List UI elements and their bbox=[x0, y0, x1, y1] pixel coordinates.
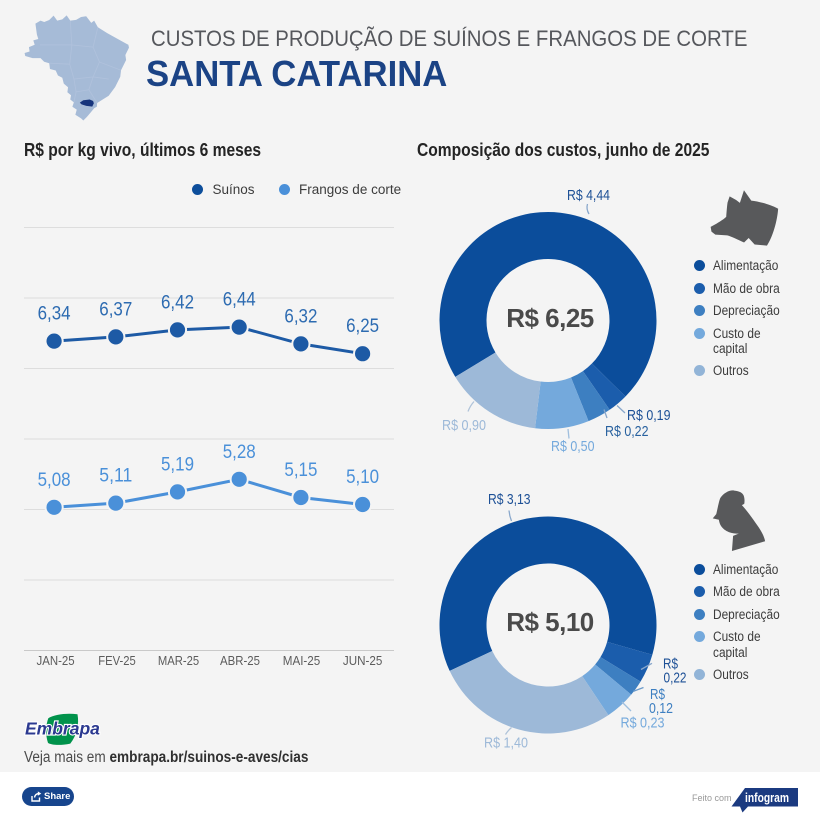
svg-text:R$ 4,44: R$ 4,44 bbox=[567, 187, 610, 204]
svg-text:6,44: 6,44 bbox=[223, 290, 256, 311]
svg-text:5,28: 5,28 bbox=[223, 442, 256, 463]
svg-text:R$ 1,40: R$ 1,40 bbox=[484, 735, 528, 752]
svg-text:0,12: 0,12 bbox=[649, 700, 673, 717]
svg-text:ABR-25: ABR-25 bbox=[220, 653, 260, 668]
svg-text:MAR-25: MAR-25 bbox=[158, 653, 199, 668]
svg-text:5,11: 5,11 bbox=[99, 466, 132, 487]
svg-text:Embrapa: Embrapa bbox=[25, 719, 100, 739]
svg-text:6,37: 6,37 bbox=[99, 299, 132, 320]
svg-text:5,10: 5,10 bbox=[346, 467, 379, 488]
svg-text:0,22: 0,22 bbox=[664, 669, 687, 686]
svg-text:6,25: 6,25 bbox=[346, 316, 379, 337]
svg-text:R$ 0,22: R$ 0,22 bbox=[605, 423, 649, 440]
svg-text:MAI-25: MAI-25 bbox=[283, 653, 321, 668]
svg-text:R$ 0,90: R$ 0,90 bbox=[442, 417, 486, 434]
svg-text:R$ 0,19: R$ 0,19 bbox=[627, 407, 671, 424]
svg-text:R$ 0,23: R$ 0,23 bbox=[621, 715, 665, 732]
svg-text:R$: R$ bbox=[650, 686, 666, 703]
svg-text:6,42: 6,42 bbox=[161, 292, 194, 313]
svg-text:R$: R$ bbox=[663, 656, 679, 673]
svg-text:6,32: 6,32 bbox=[284, 306, 317, 327]
svg-text:5,08: 5,08 bbox=[38, 470, 71, 491]
svg-text:6,34: 6,34 bbox=[38, 304, 71, 325]
svg-text:5,19: 5,19 bbox=[161, 454, 194, 475]
svg-text:R$ 0,50: R$ 0,50 bbox=[551, 438, 595, 455]
svg-text:FEV-25: FEV-25 bbox=[98, 653, 136, 668]
svg-text:JAN-25: JAN-25 bbox=[37, 653, 75, 668]
svg-text:JUN-25: JUN-25 bbox=[343, 653, 382, 668]
svg-text:infogram: infogram bbox=[745, 791, 789, 805]
svg-text:5,15: 5,15 bbox=[284, 460, 317, 481]
svg-text:R$ 3,13: R$ 3,13 bbox=[488, 491, 531, 508]
